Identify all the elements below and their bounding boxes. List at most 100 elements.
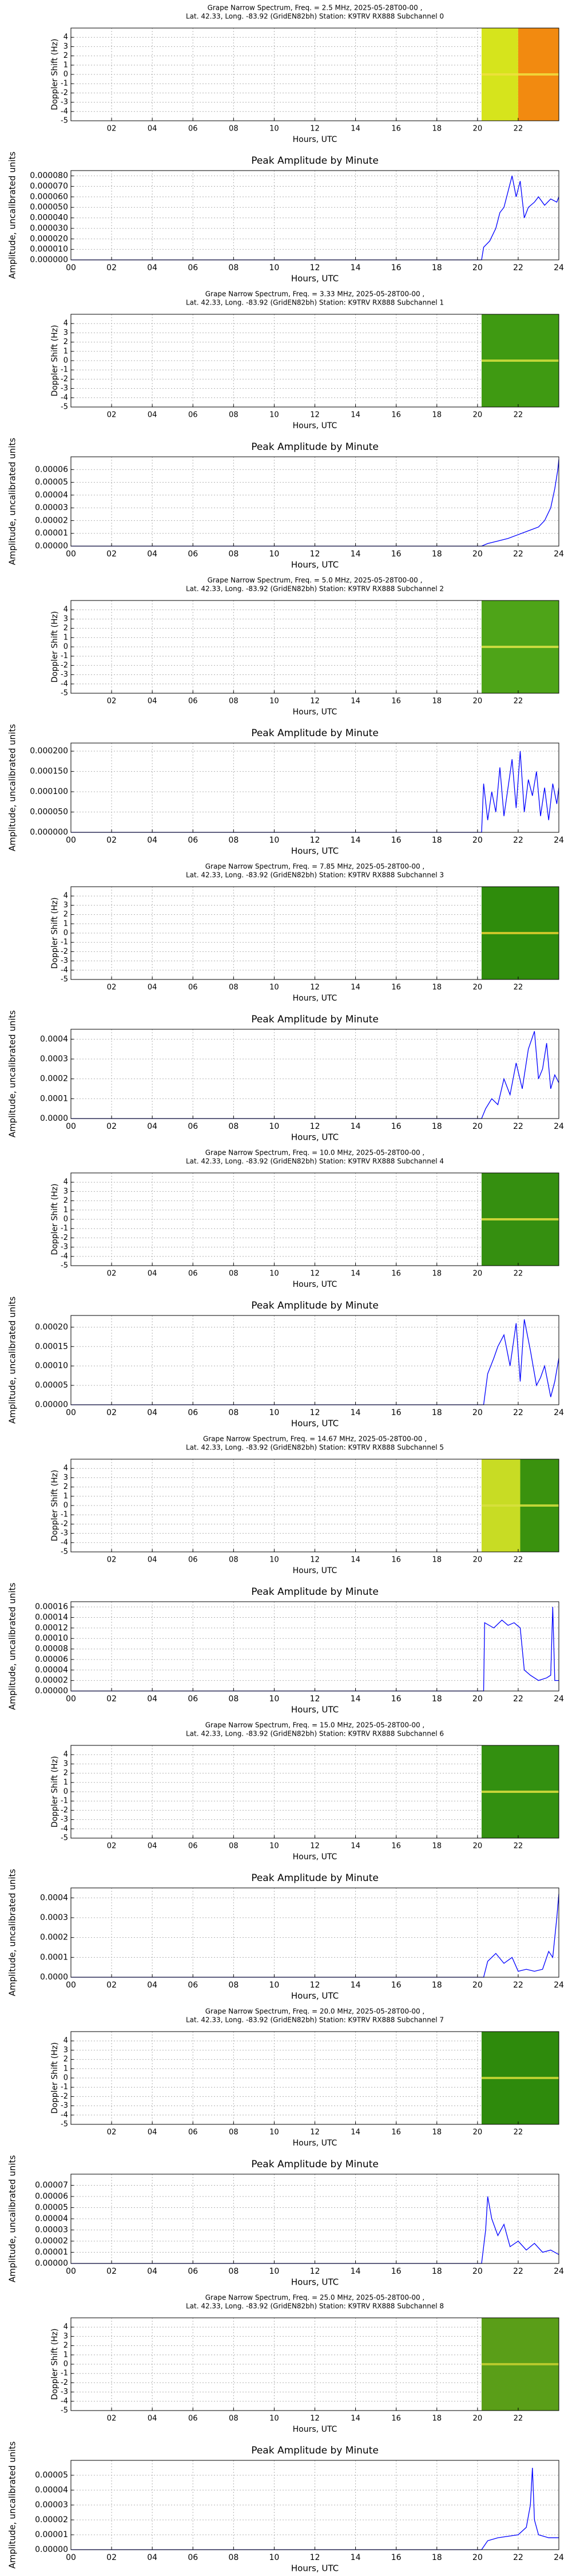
x-tick-label: 16 xyxy=(391,2553,402,2562)
y-tick-label: -4 xyxy=(61,1538,68,1547)
y-tick-label: 0.00002 xyxy=(35,1676,68,1685)
y-tick-label: 3 xyxy=(63,42,68,51)
y-tick-label: 0.00001 xyxy=(35,529,68,538)
x-tick-label: 20 xyxy=(472,1122,483,1131)
x-axis-label: Hours, UTC xyxy=(291,2277,339,2287)
x-tick-label: 16 xyxy=(391,836,402,845)
y-tick-label: -2 xyxy=(61,2379,68,2387)
x-tick-label: 16 xyxy=(391,1981,402,1990)
x-tick-label: 12 xyxy=(310,836,320,845)
x-tick-label: 04 xyxy=(148,2415,157,2423)
x-tick-label: 06 xyxy=(188,1694,198,1704)
x-tick-label: 18 xyxy=(432,1408,442,1417)
y-tick-label: -3 xyxy=(61,1243,68,1251)
x-tick-label: 10 xyxy=(269,1408,280,1417)
x-tick-label: 16 xyxy=(391,411,401,420)
x-axis-label: Hours, UTC xyxy=(291,846,339,856)
y-tick-label: -3 xyxy=(61,2388,68,2396)
amplitude-line xyxy=(71,2196,559,2264)
x-axis-label: Hours, UTC xyxy=(293,421,337,430)
y-axis-label: Amplitude, uncalibrated units xyxy=(7,1583,18,1710)
x-tick-label: 12 xyxy=(310,411,320,420)
x-tick-label: 10 xyxy=(269,1122,280,1131)
x-tick-label: 04 xyxy=(147,550,157,559)
x-tick-label: 12 xyxy=(310,1842,320,1851)
y-tick-label: -2 xyxy=(61,1806,68,1815)
y-tick-label: 0.0004 xyxy=(40,1893,68,1902)
y-tick-label: -1 xyxy=(61,1511,68,1519)
x-tick-label: 04 xyxy=(147,1408,157,1417)
x-tick-label: 10 xyxy=(269,2267,280,2276)
y-tick-label: 1 xyxy=(63,2350,68,2359)
y-axis-label: Amplitude, uncalibrated units xyxy=(7,152,18,279)
y-tick-label: 0.00004 xyxy=(35,491,68,500)
y-tick-label: -5 xyxy=(61,1834,68,1843)
x-tick-label: 08 xyxy=(228,1981,239,1990)
x-tick-label: 08 xyxy=(229,983,239,992)
x-tick-label: 06 xyxy=(188,836,198,845)
chart-title: Peak Amplitude by Minute xyxy=(251,155,379,167)
x-tick-label: 24 xyxy=(554,1694,564,1704)
x-tick-label: 20 xyxy=(473,125,483,133)
y-tick-label: 0.00004 xyxy=(35,2486,68,2495)
x-tick-label: 04 xyxy=(148,1842,157,1851)
y-tick-label: 0.00003 xyxy=(35,2226,68,2235)
y-axis-label: Doppler Shift (Hz) xyxy=(50,39,59,110)
y-tick-label: 3 xyxy=(63,2046,68,2055)
x-tick-label: 12 xyxy=(310,263,320,272)
y-tick-label: 0.00000 xyxy=(35,1686,68,1696)
y-tick-label: -3 xyxy=(61,1529,68,1538)
y-tick-label: 0.0004 xyxy=(40,1034,68,1044)
amplitude-line xyxy=(71,2467,559,2550)
y-tick-label: -4 xyxy=(61,393,68,402)
x-tick-label: 18 xyxy=(432,2267,442,2276)
y-tick-label: 4 xyxy=(63,1178,68,1187)
y-tick-label: 1 xyxy=(63,1492,68,1500)
chart-title: Peak Amplitude by Minute xyxy=(251,1014,379,1025)
x-tick-label: 04 xyxy=(147,1694,157,1704)
x-tick-label: 06 xyxy=(188,411,198,420)
amplitude-line xyxy=(71,1031,559,1119)
x-tick-label: 14 xyxy=(351,411,360,420)
y-tick-label: 3 xyxy=(63,615,68,623)
y-axis-label: Doppler Shift (Hz) xyxy=(50,611,59,683)
y-tick-label: 2 xyxy=(63,1769,68,1777)
y-tick-label: 0.00020 xyxy=(35,1322,68,1332)
y-tick-label: -1 xyxy=(61,652,68,661)
x-tick-label: 16 xyxy=(391,1408,402,1417)
x-tick-label: 00 xyxy=(66,263,76,272)
x-axis-label: Hours, UTC xyxy=(291,1991,339,2001)
x-tick-label: 10 xyxy=(269,836,280,845)
y-tick-label: 1 xyxy=(63,2064,68,2073)
y-tick-label: 1 xyxy=(63,1778,68,1787)
x-tick-label: 00 xyxy=(66,1981,76,1990)
x-axis-label: Hours, UTC xyxy=(291,560,339,570)
y-tick-label: -2 xyxy=(61,375,68,384)
x-tick-label: 16 xyxy=(391,1694,402,1704)
x-tick-label: 16 xyxy=(391,125,401,133)
x-axis-label: Hours, UTC xyxy=(291,2563,339,2574)
amplitude-line xyxy=(71,1319,559,1405)
y-tick-label: 0.000080 xyxy=(30,171,68,180)
y-tick-label: 0.00003 xyxy=(35,2500,68,2510)
y-tick-label: -2 xyxy=(61,89,68,97)
y-tick-label: 3 xyxy=(63,1473,68,1482)
y-tick-label: 0.00007 xyxy=(35,2181,68,2190)
y-tick-label: 0.00002 xyxy=(35,2515,68,2524)
x-tick-label: 02 xyxy=(107,1270,117,1278)
plot-area xyxy=(71,1888,559,1977)
x-tick-label: 08 xyxy=(228,2553,239,2562)
y-tick-label: -3 xyxy=(61,384,68,393)
x-tick-label: 10 xyxy=(269,2415,279,2423)
x-axis-label: Hours, UTC xyxy=(291,1419,339,1429)
y-tick-label: 0.000040 xyxy=(30,214,68,223)
y-tick-label: 0.00008 xyxy=(35,1645,68,1654)
x-tick-label: 14 xyxy=(351,125,360,133)
chart-title: Grape Narrow Spectrum, Freq. = 7.85 MHz,… xyxy=(205,863,424,871)
x-tick-label: 06 xyxy=(188,1122,198,1131)
amplitude-line xyxy=(71,176,559,260)
x-tick-label: 14 xyxy=(351,2553,361,2562)
x-tick-label: 22 xyxy=(514,1842,523,1851)
y-tick-label: -3 xyxy=(61,957,68,965)
